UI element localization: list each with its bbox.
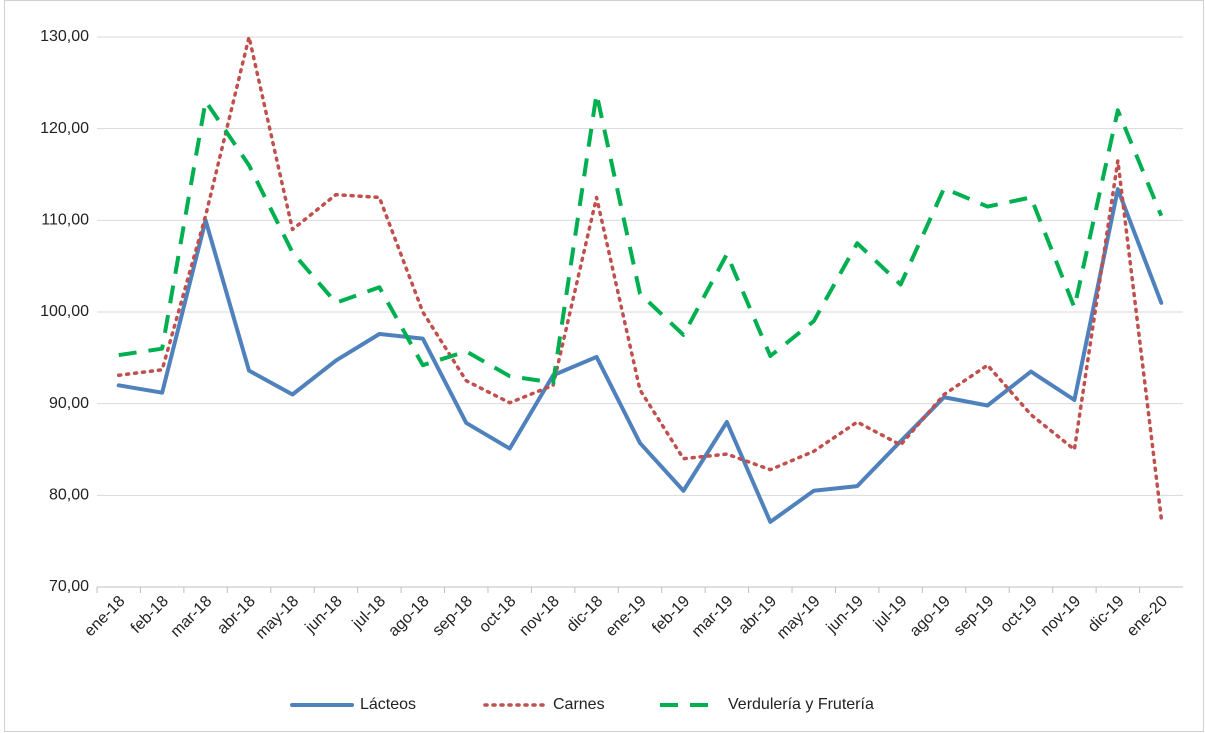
- y-tick-label: 90,00: [49, 395, 89, 412]
- legend-label: Verdulería y Frutería: [728, 696, 874, 713]
- legend-label: Carnes: [553, 696, 605, 713]
- series-line: [116, 35, 1164, 520]
- legend-label: Lácteos: [360, 696, 416, 713]
- y-tick-label: 130,00: [40, 28, 89, 45]
- y-tick-label: 100,00: [40, 303, 89, 320]
- y-tick-label: 120,00: [40, 120, 89, 137]
- chart-border: [4, 0, 1204, 732]
- y-tick-label: 80,00: [49, 487, 89, 504]
- series-line: [118, 91, 1164, 385]
- y-tick-label: 70,00: [49, 578, 89, 595]
- series-line: [116, 187, 1164, 524]
- y-tick-label: 110,00: [41, 212, 89, 229]
